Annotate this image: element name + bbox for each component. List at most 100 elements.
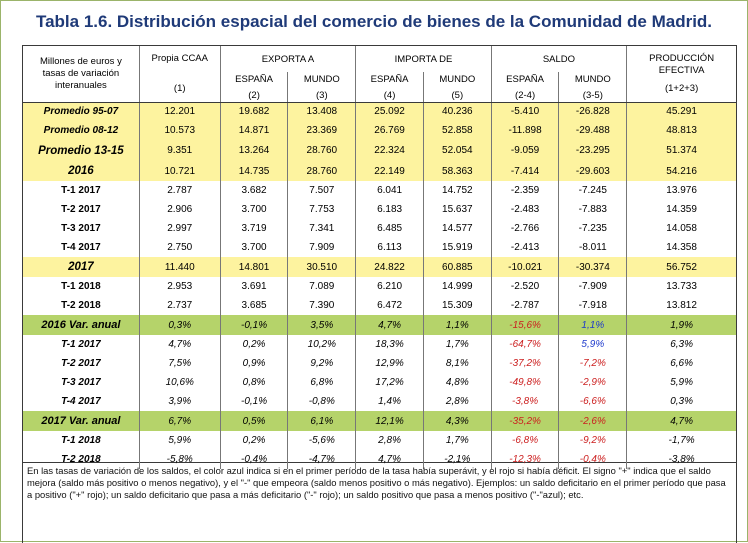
table-cell: -29.603 bbox=[558, 161, 628, 181]
table-cell: 10.721 bbox=[139, 161, 221, 181]
sub-label: ESPAÑA bbox=[370, 73, 409, 85]
table-cell: -3,8% bbox=[668, 454, 695, 465]
row-label: T-3 2017 bbox=[23, 373, 140, 392]
table-cell: -7.918 bbox=[558, 296, 628, 315]
table-cell: 5,9% bbox=[670, 377, 693, 388]
table-cell: 4,7% bbox=[139, 335, 221, 354]
table-cell: -12,3% bbox=[491, 450, 560, 469]
row-label: 2016 Var. anual bbox=[23, 315, 140, 335]
row-label: T-1 2018 bbox=[23, 277, 140, 296]
table-row: 2016 10.721 14.735 28.760 22.149 58.363 -7.414… bbox=[23, 161, 736, 181]
table-cell: 14.735 bbox=[220, 161, 289, 181]
table-cell: 7.753 bbox=[287, 200, 357, 219]
table-cell: 14.801 bbox=[220, 257, 289, 277]
table-row: T-1 2018 2.953 3.691 7.089 6.210 14.999 -2.520… bbox=[23, 277, 736, 296]
sub-number: (2-4) bbox=[515, 89, 536, 101]
table-cell: -0,4% bbox=[558, 450, 628, 469]
table-cell: 3.682 bbox=[220, 181, 289, 200]
table-cell: 12,9% bbox=[355, 354, 424, 373]
propia-number: (1) bbox=[173, 82, 186, 94]
table-cell: 2.750 bbox=[139, 238, 221, 257]
table-row: T-3 2017 10,6% 0,8% 6,8% 17,2% 4,8% -49,8% -2,9… bbox=[23, 373, 736, 392]
row-label: T-4 2017 bbox=[23, 392, 140, 411]
sub-header: ESPAÑA (2) bbox=[220, 72, 289, 103]
table-cell: 2.737 bbox=[139, 296, 221, 315]
sub-number: (3-5) bbox=[582, 89, 603, 101]
table-cell: 52.054 bbox=[423, 140, 492, 161]
table-cell: 7.507 bbox=[287, 181, 357, 200]
table-cell: 8,1% bbox=[423, 354, 492, 373]
table-cell: -2.413 bbox=[491, 238, 560, 257]
table-cell: -49,8% bbox=[491, 373, 560, 392]
table-cell: -4,7% bbox=[287, 450, 357, 469]
table-cell: 4,7% bbox=[670, 415, 693, 427]
table-cell: 2,8% bbox=[355, 431, 424, 450]
table-cell: 24.822 bbox=[355, 257, 424, 277]
sub-header: MUNDO (3) bbox=[287, 72, 357, 103]
table-cell: -3,8% bbox=[491, 392, 560, 411]
table-cell: 0,3% bbox=[670, 396, 693, 407]
table-cell: -29.488 bbox=[558, 121, 628, 140]
table-row: Promedio 08-12 10.573 14.871 23.369 26.769 52… bbox=[23, 121, 736, 140]
sub-header: MUNDO (3-5) bbox=[558, 72, 628, 103]
table-cell: 14.752 bbox=[423, 181, 492, 200]
table-cell: 15.309 bbox=[423, 296, 492, 315]
table-cell: -8.011 bbox=[558, 238, 628, 257]
table-cell: 4,3% bbox=[423, 411, 492, 431]
page-title: Tabla 1.6. Distribución espacial del com… bbox=[35, 12, 713, 31]
table-cell: 13.976 bbox=[666, 185, 697, 196]
table-cell: -2.787 bbox=[491, 296, 560, 315]
row-label: T-4 2017 bbox=[23, 238, 140, 257]
table-cell: 2,8% bbox=[423, 392, 492, 411]
row-label: 2017 Var. anual bbox=[23, 411, 140, 431]
table-cell: 28.760 bbox=[287, 161, 357, 181]
exporta-header: EXPORTA A bbox=[220, 46, 357, 72]
produccion-number: (1+2+3) bbox=[664, 82, 699, 94]
table-cell: -2.359 bbox=[491, 181, 560, 200]
table-cell: 0,8% bbox=[220, 373, 289, 392]
table-row: T-1 2018 5,9% 0,2% -5,6% 2,8% 1,7% -6,8% -9,2% -… bbox=[23, 431, 736, 450]
table-cell: 2.953 bbox=[139, 277, 221, 296]
table-row: T-2 2018 2.737 3.685 7.390 6.472 15.309 -2.787… bbox=[23, 296, 736, 315]
table-cell: 14.058 bbox=[666, 223, 697, 234]
table-cell: 0,2% bbox=[220, 335, 289, 354]
table-cell: 13.264 bbox=[220, 140, 289, 161]
table-cell: 15.919 bbox=[423, 238, 492, 257]
table-cell: 48.813 bbox=[666, 125, 697, 136]
table-row: Promedio 13-15 9.351 13.264 28.760 22.324 52.… bbox=[23, 140, 736, 161]
table-cell: 1,9% bbox=[670, 319, 693, 331]
table-cell: 14.358 bbox=[666, 242, 697, 253]
sub-header: ESPAÑA (4) bbox=[355, 72, 424, 103]
table-cell: 56.752 bbox=[666, 261, 697, 273]
row-label: Promedio 08-12 bbox=[23, 121, 140, 140]
table-cell: 22.149 bbox=[355, 161, 424, 181]
table-cell: 5,9% bbox=[558, 335, 628, 354]
table-cell: -26.828 bbox=[558, 102, 628, 121]
table-cell: 13.812 bbox=[666, 300, 697, 311]
table-cell: -9,2% bbox=[558, 431, 628, 450]
sub-header: MUNDO (5) bbox=[423, 72, 492, 103]
importa-header: IMPORTA DE bbox=[355, 46, 492, 72]
row-label: T-2 2017 bbox=[23, 354, 140, 373]
commerce-table: Millones de euros y tasas de variación i… bbox=[23, 46, 736, 469]
table-row: 2016 Var. anual 0,3% -0,1% 3,5% 4,7% 1,1% -15,… bbox=[23, 315, 736, 335]
table-cell: -0,1% bbox=[220, 392, 289, 411]
table-cell: 3.691 bbox=[220, 277, 289, 296]
table-cell: -35,2% bbox=[491, 411, 560, 431]
table-row: Promedio 95-07 12.201 19.682 13.408 25.092 40… bbox=[23, 102, 736, 121]
table-cell: 45.291 bbox=[666, 106, 697, 118]
row-label: T-1 2018 bbox=[23, 431, 140, 450]
row-label: Promedio 95-07 bbox=[23, 102, 140, 121]
table-cell: 30.510 bbox=[287, 257, 357, 277]
sub-label: ESPAÑA bbox=[235, 73, 273, 85]
table-cell: 0,2% bbox=[220, 431, 289, 450]
table-cell: 2.997 bbox=[139, 219, 221, 238]
table-cell: -23.295 bbox=[558, 140, 628, 161]
table-cell: 0,9% bbox=[220, 354, 289, 373]
table-cell: 6,1% bbox=[287, 411, 357, 431]
row-label: 2017 bbox=[23, 257, 140, 277]
sub-label: MUNDO bbox=[303, 73, 340, 85]
table-cell: 7.909 bbox=[287, 238, 357, 257]
table-cell: 28.760 bbox=[287, 140, 357, 161]
table-cell: 19.682 bbox=[220, 102, 289, 121]
